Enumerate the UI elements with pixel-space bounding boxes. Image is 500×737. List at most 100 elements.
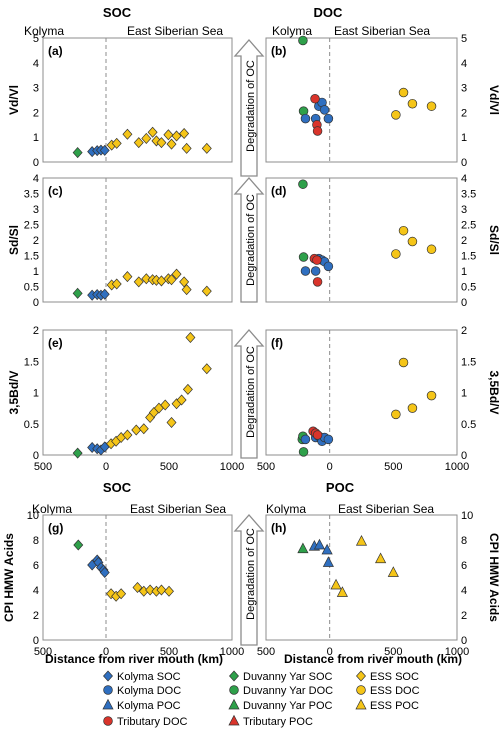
data-point	[321, 543, 333, 555]
data-point	[182, 383, 193, 395]
x-axis-title: Distance from river mouth (km)	[45, 652, 223, 666]
legend-marker	[103, 670, 113, 682]
data-point	[298, 179, 308, 189]
y-tick-label: 0.5	[24, 282, 39, 294]
panel-c: 0 0.5 1 1.5 2 2.5 3 3.5 4 Sd/Sl (c)	[7, 173, 233, 309]
y-axis-title: Sd/Sl	[487, 225, 500, 255]
y-tick-label: 3	[33, 204, 39, 216]
y-tick-label: 4	[461, 173, 467, 185]
data-point	[147, 126, 158, 138]
data-point	[407, 98, 418, 109]
series-kolyma-soc	[87, 288, 110, 301]
data-point	[99, 288, 110, 300]
x-tick-label: 1000	[220, 646, 244, 658]
up-arrow-icon	[233, 39, 265, 177]
degradation-label: Degradation of OC	[245, 194, 257, 286]
legend-item: ESS DOC	[356, 685, 420, 697]
up-arrow-icon	[233, 514, 265, 646]
legend-marker	[103, 716, 113, 726]
doc-column-title: DOC	[314, 5, 344, 20]
legend-label: Kolyma DOC	[117, 685, 181, 697]
panel-b: 0 1 2 3 4 5 Vd/Vl (b)	[265, 33, 500, 169]
data-point	[171, 130, 182, 142]
series-ess-doc	[391, 357, 437, 420]
data-point	[300, 266, 311, 276]
data-point	[310, 94, 320, 104]
data-point	[313, 538, 326, 550]
kolyma-region-label: Kolyma	[272, 24, 312, 38]
data-point	[138, 423, 149, 435]
y-tick-label: 4	[33, 58, 39, 70]
data-point	[391, 249, 401, 259]
data-point	[407, 236, 418, 247]
legend-label: ESS SOC	[370, 671, 419, 683]
degradation-label: Degradation of OC	[245, 60, 257, 152]
y-tick-label: 3.5	[461, 189, 476, 201]
poc-column-title: POC	[326, 480, 355, 495]
ess-region-label: East Siberian Sea	[127, 24, 223, 38]
y-tick-label: 1	[33, 388, 39, 400]
legend-label: Duvanny Yar DOC	[243, 685, 333, 697]
plot-frame	[265, 514, 458, 641]
data-point	[426, 244, 437, 255]
data-point	[300, 113, 311, 124]
data-point	[163, 129, 174, 141]
data-point	[166, 138, 177, 150]
legend-marker	[229, 685, 239, 695]
legend-label: Duvanny Yar POC	[243, 700, 333, 712]
soc-column-title-lower: SOC	[103, 480, 132, 495]
data-point	[300, 434, 311, 445]
x-tick-label: 0	[103, 461, 109, 473]
y-tick-label: 0	[33, 450, 39, 462]
y-tick-label: 2	[33, 235, 39, 247]
data-point	[72, 447, 83, 459]
data-point	[312, 277, 323, 287]
data-point	[398, 87, 409, 98]
legend-item: Duvanny Yar POC	[228, 698, 333, 712]
series-kolyma-soc	[87, 144, 110, 158]
data-point	[323, 434, 334, 445]
y-tick-label: 2	[33, 107, 39, 119]
data-point	[179, 276, 190, 288]
x-tick-label: 1000	[445, 646, 469, 658]
data-point	[201, 142, 212, 154]
panel-label: (h)	[271, 521, 286, 535]
legend-label: Kolyma POC	[117, 700, 181, 712]
panel-label: (d)	[271, 184, 286, 198]
series-duvanny-yar-doc	[298, 35, 309, 116]
series-duvanny-yar-doc	[298, 179, 309, 262]
degradation-arrow: Degradation of OC	[233, 177, 265, 303]
data-point	[171, 268, 182, 280]
data-point	[160, 399, 171, 411]
data-point	[73, 539, 84, 551]
plot-frame	[265, 177, 458, 303]
data-point	[426, 101, 437, 111]
data-point	[319, 105, 330, 115]
data-point	[133, 137, 144, 149]
y-tick-label: 8	[33, 535, 39, 547]
degradation-arrow: Degradation of OC	[233, 514, 265, 646]
legend-marker	[356, 670, 366, 682]
legend-label: Duvanny Yar SOC	[243, 671, 333, 683]
y-tick-label: 4	[33, 585, 39, 597]
data-point	[375, 552, 387, 564]
panel-label: (c)	[48, 184, 63, 198]
legend-label: Tributary DOC	[117, 716, 188, 728]
data-point	[201, 363, 212, 375]
data-point	[116, 588, 127, 600]
panel-f: 0 0.5 1 1.5 2 500 0 500 1000 3,5Bd/V (f)	[257, 325, 500, 473]
y-tick-label: 0	[33, 157, 39, 169]
data-point	[297, 542, 309, 554]
legend-label: ESS POC	[370, 700, 419, 712]
legend-marker	[102, 698, 114, 710]
y-tick-label: 2	[461, 325, 467, 337]
plot-frame	[42, 514, 233, 641]
legend-item: ESS POC	[355, 698, 419, 712]
panel-a: 0 1 2 3 4 5 Vd/Vl (a)	[7, 33, 233, 169]
y-tick-label: 0	[33, 635, 39, 647]
data-point	[156, 137, 167, 149]
data-point	[145, 584, 156, 596]
y-tick-label: 2	[33, 325, 39, 337]
series-ess-soc	[106, 581, 174, 602]
